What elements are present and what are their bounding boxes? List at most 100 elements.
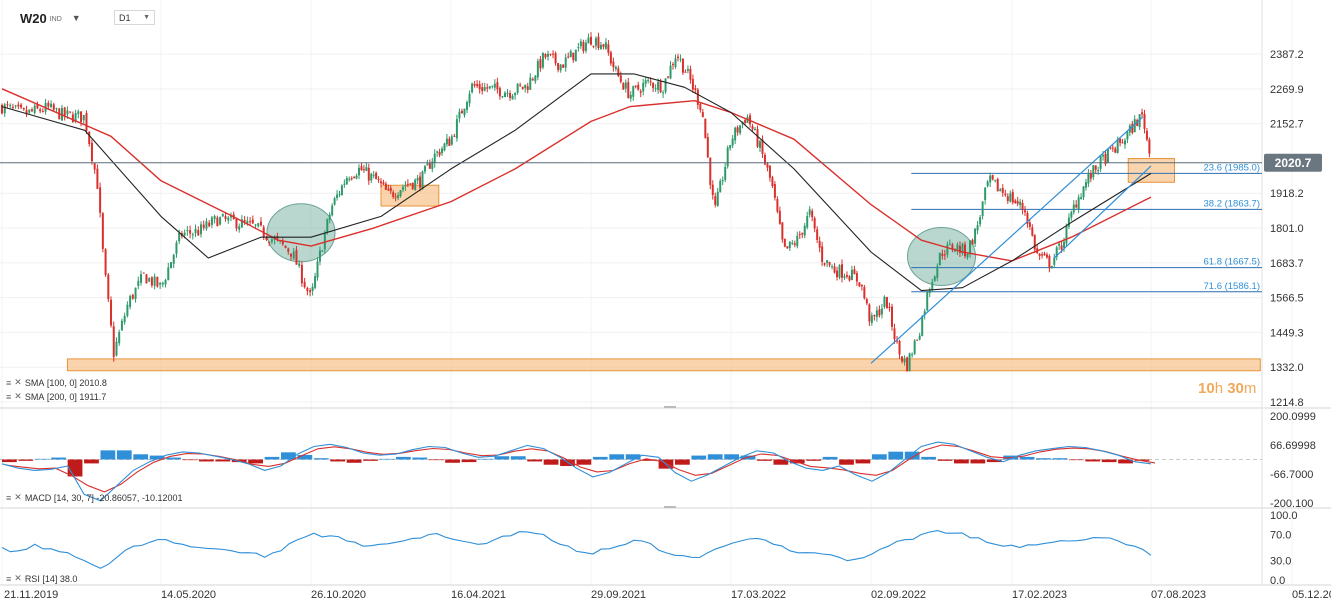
macd-histogram-bar [806,459,822,461]
candle-body [521,86,524,89]
candle-body [863,287,866,299]
candle-body [969,240,972,255]
candle-body [1006,196,1009,202]
macd-tick-label: -200.100 [1270,498,1313,510]
close-icon[interactable]: ✕ [14,377,22,387]
candle-body [498,88,501,97]
candle-body [389,187,392,192]
candle-body [966,254,969,258]
macd-histogram-bar [34,458,50,460]
macd-histogram-bar [855,459,871,464]
close-icon[interactable]: ✕ [14,573,22,583]
candle-body [667,76,670,78]
rsi-legend[interactable]: ≡ ✕ RSI [14] 38.0 [6,573,77,584]
macd-histogram-bar [133,454,149,460]
macd-histogram-bar [970,459,986,464]
candle-body [664,78,667,92]
candle-body [614,66,617,70]
chevron-down-icon[interactable]: ▼ [71,13,81,23]
candle-body [1141,112,1144,115]
candle-body [951,244,954,250]
candle-body [669,65,672,79]
list-icon[interactable]: ≡ [6,391,12,402]
candle-body [219,217,222,225]
candle-body [1114,148,1117,153]
candle-body [974,228,977,244]
candle-body [890,306,893,327]
candle-body [796,235,799,247]
candle-body [414,179,417,191]
candle-body [1097,170,1100,172]
candle-body [592,45,595,47]
candle-body [406,183,409,185]
macd-histogram-bar [84,459,99,464]
candle-body [148,278,151,282]
candle-body [875,310,878,318]
list-icon[interactable]: ≡ [6,573,12,584]
candle-body [933,276,936,281]
candle-body [189,230,192,234]
candle-body [602,44,605,47]
sma100-params: [100, 0] [46,377,77,388]
sma200-legend[interactable]: ≡ ✕ SMA [200, 0] 1911.7 [6,391,106,402]
candle-body [1019,201,1022,205]
timeframe-select[interactable]: D1 ▼ [114,10,155,25]
candle-body [676,56,679,59]
candle-body [409,183,412,185]
candle-body [25,110,28,115]
candle-body [979,217,982,225]
candle-body [719,180,722,193]
candle-body [306,287,309,292]
candle-body [880,308,883,315]
close-icon[interactable]: ✕ [14,492,22,502]
candle-body [1082,186,1085,198]
macd-histogram-bar [100,450,116,460]
sma100-legend[interactable]: ≡ ✕ SMA [100, 0] 2010.8 [6,377,107,388]
macd-histogram-bar [297,454,313,460]
candle-body [607,44,610,53]
trendlines [0,116,1262,364]
candle-body [411,182,414,189]
candle-body [516,83,519,93]
candle-body [694,88,697,90]
list-icon[interactable]: ≡ [6,492,12,503]
candle-body [604,42,607,49]
macd-histogram-bar [773,459,789,465]
candle-body [986,181,989,187]
candle-body [243,219,246,222]
candle-body [564,57,567,68]
candle-body [85,113,88,131]
moving-averages [1,73,1152,292]
candle-body [63,107,66,117]
candle-body [923,311,926,316]
macd-legend[interactable]: ≡ ✕ MACD [14, 30, 7] -20.86057, -10.1200… [6,492,183,503]
candle-body [921,316,924,336]
close-icon[interactable]: ✕ [14,391,22,401]
candle-body [488,86,491,89]
candle-body [314,276,317,288]
macd-histogram-bar [691,455,707,460]
candle-body [736,127,739,133]
symbol-name: W20 [20,10,47,26]
candle-body [1094,165,1097,170]
symbol-selector[interactable]: W20 IND ▼ [20,9,81,27]
price-tick-label: 1214.8 [1270,397,1304,409]
candle-body [468,93,471,104]
sma100-value: 2010.8 [79,377,107,388]
candle-body [353,177,356,179]
candle-body [318,250,321,262]
candle-body [433,153,436,163]
candle-body [943,254,946,256]
candle-body [786,246,789,249]
candle-body [609,52,612,64]
countdown-minutes: 30 [1227,380,1244,397]
macd-histogram-bar [1085,459,1101,462]
fib-level-label: 23.6 (1985.0) [1203,162,1260,173]
candle-body [726,147,729,167]
candle-body [803,225,806,236]
candle-body [221,214,224,217]
list-icon[interactable]: ≡ [6,377,12,388]
macd-histogram-bar [1068,459,1084,461]
candle-body [855,273,858,282]
